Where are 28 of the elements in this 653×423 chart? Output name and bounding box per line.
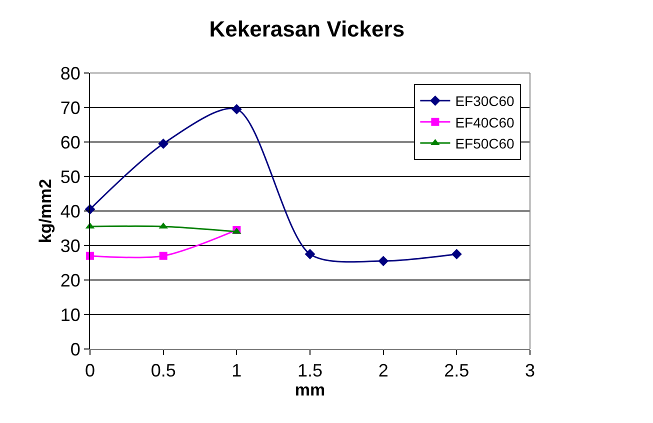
legend-label: EF30C60 [455, 93, 515, 110]
x-tick-label: 2.5 [444, 360, 470, 381]
x-tick-label: 0.5 [150, 360, 176, 381]
y-tick-label: 0 [70, 339, 80, 360]
y-tick-label: 60 [60, 132, 80, 152]
x-tick-label: 0 [84, 360, 96, 381]
y-tick-label: 70 [60, 98, 80, 118]
y-tick-label: 30 [60, 236, 80, 256]
x-tick-label: 3 [524, 360, 536, 381]
point [231, 104, 242, 114]
y-tick-label: 40 [60, 201, 80, 222]
point [378, 256, 389, 266]
y-tick-label: 20 [60, 270, 80, 290]
x-axis-title: mm [294, 380, 326, 400]
legend-label: EF40C60 [455, 114, 515, 130]
point [451, 248, 462, 260]
point [304, 248, 316, 260]
x-tick-label: 2 [378, 360, 388, 381]
point [159, 252, 168, 260]
x-tick-label: 1 [232, 360, 242, 381]
x-tick-label: 1.5 [297, 360, 323, 381]
legend-label: EF50C60 [455, 136, 515, 152]
y-tick-label: 10 [60, 304, 80, 325]
y-tick-label: 80 [60, 63, 80, 84]
chart-title: Kekerasan Vickers [209, 16, 405, 42]
y-axis-title: kg/mm2 [36, 178, 55, 244]
y-tick-label: 50 [60, 166, 80, 187]
point [158, 138, 169, 149]
